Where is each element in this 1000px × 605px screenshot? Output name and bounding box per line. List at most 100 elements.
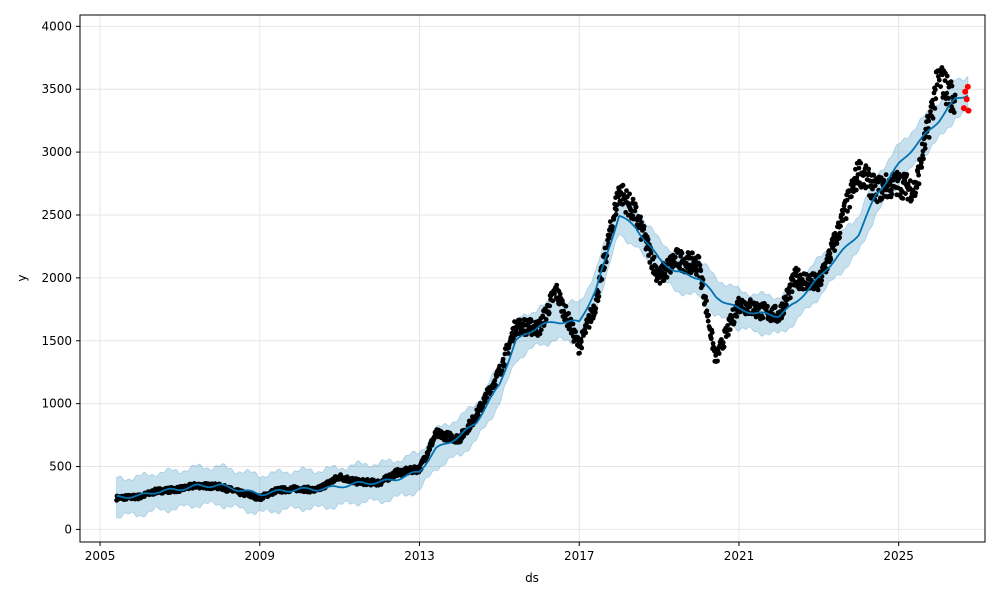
- observed-point: [828, 257, 834, 262]
- observed-point: [427, 446, 433, 452]
- observed-point: [823, 260, 828, 266]
- observed-point: [934, 82, 940, 88]
- observed-point: [698, 268, 704, 274]
- observed-point: [683, 260, 689, 266]
- observed-point: [863, 163, 869, 169]
- x-tick-label: 2009: [245, 549, 276, 563]
- recent-point: [960, 105, 967, 112]
- observed-point: [949, 83, 955, 89]
- observed-point: [922, 142, 928, 148]
- observed-point: [936, 74, 941, 79]
- observed-point: [497, 363, 502, 369]
- observed-point: [850, 184, 856, 190]
- plot-frame: [79, 14, 986, 543]
- observed-point: [689, 255, 694, 261]
- observed-point: [563, 303, 569, 309]
- observed-point: [819, 278, 824, 283]
- observed-point: [838, 223, 843, 229]
- observed-point: [546, 310, 552, 316]
- observed-point: [593, 310, 598, 315]
- recent-point: [964, 83, 971, 90]
- observed-point: [834, 241, 840, 246]
- observed-point: [773, 303, 778, 309]
- observed-point: [647, 260, 653, 265]
- observed-point: [903, 191, 908, 197]
- observed-point: [849, 194, 854, 200]
- observed-point: [672, 254, 678, 260]
- observed-point: [502, 351, 508, 357]
- observed-point: [926, 118, 932, 124]
- observed-point: [595, 298, 601, 304]
- observed-point: [716, 351, 722, 356]
- observed-point: [697, 262, 703, 268]
- observed-point: [856, 165, 862, 171]
- observed-point: [815, 287, 821, 293]
- observed-point: [913, 190, 918, 196]
- observed-point: [938, 84, 943, 89]
- observed-point: [570, 321, 576, 327]
- observed-point: [926, 135, 932, 140]
- observed-point: [932, 87, 938, 93]
- observed-point: [933, 96, 939, 102]
- observed-point: [547, 303, 553, 309]
- observed-point: [492, 378, 498, 383]
- observed-point: [614, 202, 620, 208]
- observed-point: [633, 204, 639, 210]
- observed-point: [528, 318, 534, 324]
- observed-point: [499, 368, 505, 374]
- observed-point: [853, 187, 859, 193]
- observed-point: [641, 224, 647, 229]
- recent-points: [960, 83, 972, 114]
- observed-point: [578, 339, 584, 345]
- observed-point: [715, 358, 720, 364]
- observed-point: [694, 272, 699, 277]
- observed-point: [506, 351, 511, 356]
- observed-point: [577, 350, 582, 356]
- observed-point: [537, 331, 543, 337]
- x-tick-label: 2005: [85, 549, 116, 563]
- observed-point: [613, 212, 619, 217]
- observed-point: [588, 319, 594, 325]
- observed-point: [607, 232, 613, 238]
- observed-point: [731, 319, 737, 325]
- observed-point: [610, 224, 615, 230]
- y-tick-label: 3500: [41, 82, 72, 96]
- observed-point: [704, 308, 710, 314]
- observed-point: [844, 197, 850, 203]
- observed-point: [632, 208, 638, 214]
- observed-point: [696, 254, 702, 260]
- observed-point: [760, 315, 766, 321]
- observed-point: [658, 273, 664, 278]
- observed-point: [944, 90, 950, 96]
- observed-point: [840, 211, 845, 217]
- recent-point: [963, 96, 970, 103]
- observed-point: [727, 327, 733, 332]
- observed-point: [645, 237, 651, 242]
- observed-point: [638, 214, 643, 220]
- observed-point: [690, 250, 695, 256]
- observed-point: [951, 110, 957, 115]
- observed-point: [708, 336, 714, 342]
- observed-point: [843, 216, 849, 222]
- observed-point: [607, 219, 613, 225]
- observed-point: [765, 303, 770, 309]
- observed-point: [832, 248, 838, 254]
- observed-point: [599, 277, 605, 282]
- y-tick-label: 3000: [41, 145, 72, 159]
- y-tick-label: 4000: [41, 19, 72, 33]
- observed-point: [726, 332, 731, 338]
- observed-point: [916, 181, 922, 187]
- x-tick-label: 2017: [564, 549, 595, 563]
- observed-point: [847, 204, 853, 210]
- observed-point: [904, 172, 910, 177]
- observed-point: [864, 184, 870, 190]
- forecast-line: [116, 94, 969, 499]
- observed-point: [661, 278, 667, 283]
- observed-point: [872, 183, 878, 189]
- recent-point: [962, 88, 969, 95]
- observed-point: [837, 230, 843, 236]
- observed-point: [795, 267, 801, 273]
- observed-point: [543, 317, 549, 322]
- x-tick-label: 2025: [883, 549, 914, 563]
